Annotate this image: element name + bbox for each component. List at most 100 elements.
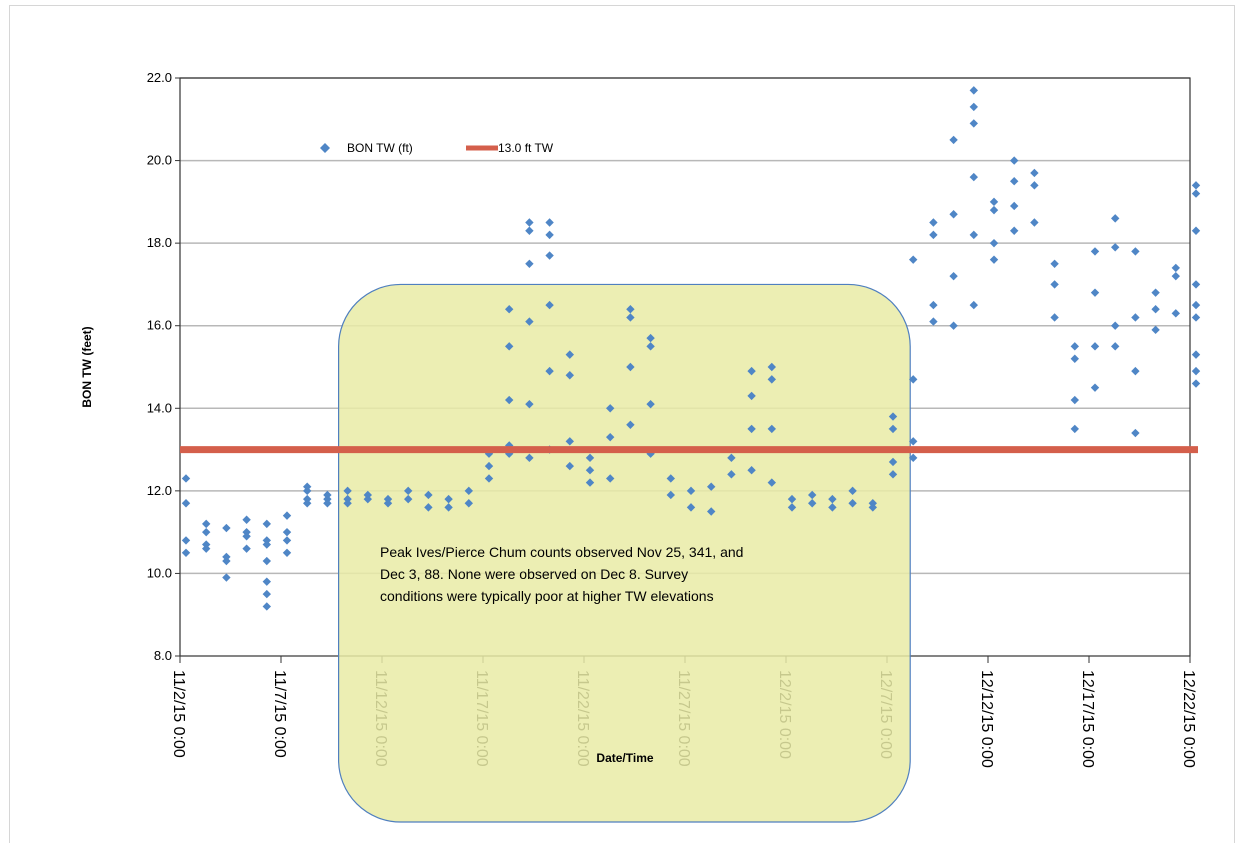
data-point	[343, 499, 352, 508]
data-point	[888, 412, 898, 421]
x-tick-label: 12/12/15 0:00	[978, 670, 995, 768]
data-point	[262, 577, 271, 586]
data-point	[909, 255, 918, 264]
data-point	[989, 197, 999, 207]
data-point	[525, 226, 534, 235]
data-point	[404, 486, 413, 496]
data-point	[545, 251, 554, 260]
data-point	[262, 519, 271, 529]
legend-label-13ft: 13.0 ft TW	[498, 141, 554, 155]
data-point	[1111, 243, 1120, 252]
data-point	[202, 519, 211, 529]
data-point	[1191, 181, 1201, 190]
annotation-line: Peak Ives/Pierce Chum counts observed No…	[380, 544, 743, 560]
data-point	[666, 474, 675, 483]
data-point	[565, 437, 574, 446]
data-point	[909, 437, 918, 446]
data-point	[969, 172, 978, 182]
x-tick-label: 11/2/15 0:00	[170, 670, 187, 758]
data-point	[606, 474, 615, 483]
data-point	[525, 453, 534, 463]
data-point	[565, 371, 574, 380]
data-point	[323, 490, 332, 500]
data-point	[282, 536, 292, 545]
data-point	[989, 238, 999, 248]
data-point	[1151, 288, 1160, 297]
data-point	[868, 503, 877, 512]
data-point	[1131, 428, 1140, 438]
data-point	[444, 503, 453, 512]
data-point	[727, 470, 736, 479]
data-point	[909, 453, 918, 463]
data-point	[262, 602, 271, 611]
y-tick-label: 10.0	[147, 565, 172, 580]
data-point	[767, 362, 776, 372]
data-point	[1131, 366, 1140, 376]
data-point	[464, 499, 473, 508]
data-point	[181, 548, 191, 557]
data-point	[767, 375, 776, 384]
data-point	[1030, 168, 1039, 178]
annotation-line: conditions were typically poor at higher…	[380, 588, 714, 604]
data-point	[1090, 288, 1100, 297]
data-point	[181, 474, 191, 483]
data-point	[969, 230, 978, 240]
data-point	[1070, 354, 1079, 363]
data-point	[949, 321, 958, 330]
data-point	[646, 399, 655, 409]
data-point	[1010, 201, 1019, 211]
data-point	[626, 313, 635, 322]
data-point	[1010, 177, 1019, 186]
data-point	[1111, 321, 1120, 330]
data-point	[1191, 350, 1201, 359]
data-point	[545, 300, 554, 310]
data-point	[1070, 342, 1079, 351]
data-point	[848, 499, 857, 508]
data-point	[1050, 259, 1059, 268]
data-point	[929, 218, 938, 227]
data-point	[343, 486, 352, 496]
data-point	[242, 515, 251, 524]
data-point	[626, 305, 635, 314]
y-tick-label: 14.0	[147, 400, 172, 415]
data-point	[222, 523, 231, 533]
data-point	[505, 342, 514, 351]
data-point	[1070, 395, 1079, 405]
x-tick-label: 12/17/15 0:00	[1079, 670, 1096, 768]
data-point	[828, 494, 837, 504]
annotation-text: Peak Ives/Pierce Chum counts observed No…	[380, 544, 743, 604]
data-point	[1010, 156, 1019, 165]
data-point	[282, 548, 292, 557]
data-point	[1151, 305, 1160, 314]
data-point	[808, 490, 817, 500]
data-point	[767, 478, 776, 487]
data-point	[747, 366, 756, 376]
data-point	[989, 205, 999, 215]
data-point	[585, 453, 595, 463]
data-point	[808, 499, 817, 508]
data-point	[626, 420, 635, 429]
data-point	[242, 544, 251, 553]
data-point	[929, 317, 938, 326]
data-point	[303, 494, 312, 504]
data-point	[727, 453, 736, 463]
data-point	[707, 482, 716, 491]
data-point	[565, 461, 574, 471]
data-point	[1171, 309, 1180, 318]
data-point	[282, 511, 292, 520]
data-point	[787, 494, 797, 504]
data-point	[1191, 300, 1201, 310]
data-point	[969, 86, 978, 95]
data-point	[383, 499, 393, 508]
data-point	[222, 552, 231, 562]
data-point	[525, 399, 534, 409]
y-tick-label: 16.0	[147, 318, 172, 333]
data-point	[464, 486, 473, 496]
data-point	[585, 466, 595, 475]
y-axis-label: BON TW (feet)	[80, 326, 94, 407]
data-point	[1191, 226, 1201, 235]
data-point	[1171, 263, 1180, 273]
y-tick-label: 20.0	[147, 153, 172, 168]
data-point	[202, 527, 211, 537]
data-point	[1111, 214, 1120, 223]
